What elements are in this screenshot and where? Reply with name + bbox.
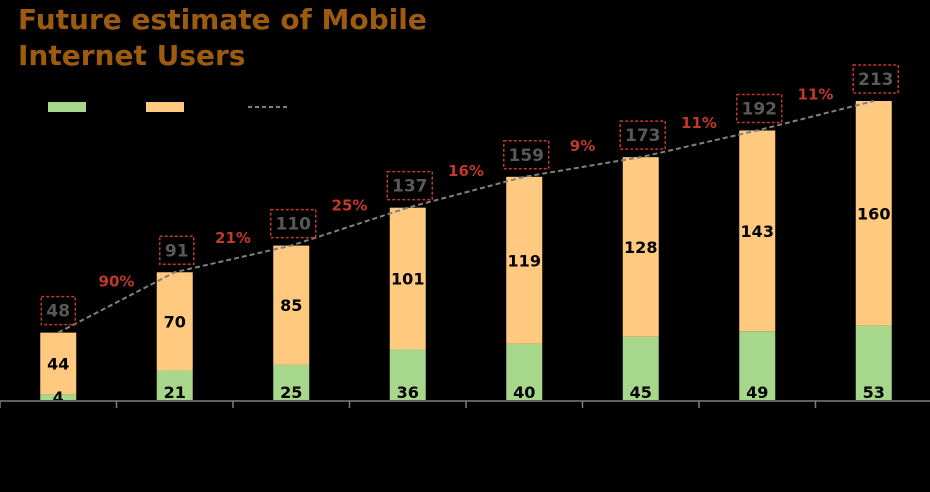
total-label-box [852,64,899,94]
bar-orange-label: 160 [857,204,890,223]
bar-orange [156,272,193,371]
bar-orange-label: 70 [164,312,186,331]
bar-green-label: 40 [513,383,535,402]
bar-orange [273,245,310,365]
total-label: 91 [165,241,189,261]
bar-green [739,331,776,400]
growth-label: 16% [448,162,484,180]
total-label-box [159,235,195,266]
bar-green [40,394,77,400]
chart-title-line-1: Future estimate of Mobile [18,3,427,36]
total-label: 137 [392,177,428,197]
bar-green [273,364,310,400]
total-label: 192 [742,99,778,119]
growth-label: 90% [99,272,135,290]
bar-green [855,325,892,400]
total-label: 213 [858,70,894,90]
bar-green-label: 4 [53,388,64,407]
bar-orange [739,130,776,332]
bar-orange-label: 128 [624,238,657,257]
total-label-box [40,295,76,326]
growth-label: 9% [570,137,595,155]
bar-green [506,343,543,400]
growth-label: 11% [798,86,834,104]
chart-title: Future estimate of Mobile Internet Users [18,2,427,74]
bar-green-label: 49 [746,383,768,402]
total-label: 110 [276,215,312,235]
total-label-box [386,170,433,201]
bar-green-label: 25 [280,383,302,402]
bar-orange-label: 101 [391,270,424,289]
bar-green-label: 21 [164,383,186,402]
growth-label: 25% [332,197,368,215]
bar-green-label: 36 [397,383,419,402]
bar-orange [855,101,892,326]
bar-orange-label: 143 [741,222,774,241]
bar-orange [389,207,426,350]
total-label-box [619,120,666,150]
trend-line [57,100,874,334]
bar-green [389,349,426,400]
bar-orange-label: 44 [47,355,69,374]
total-label-box [270,208,317,239]
total-label: 173 [625,126,661,146]
bar-orange [40,332,77,395]
total-label: 159 [509,146,545,166]
growth-label: 21% [215,229,251,247]
total-label: 48 [46,302,70,322]
chart-title-line-2: Internet Users [18,39,246,72]
bar-green-label: 45 [630,383,652,402]
bar-orange [622,157,659,337]
growth-label: 11% [681,114,717,132]
bar-green [156,370,193,400]
legend-swatch-orange [146,102,184,112]
bar-orange [506,176,543,344]
total-label-box [736,93,783,124]
bar-orange-label: 85 [280,296,302,315]
bar-green-label: 53 [863,383,885,402]
bar-orange-label: 119 [508,251,541,270]
legend-swatch-green [48,102,86,112]
bar-green [622,336,659,400]
total-label-box [503,140,550,170]
